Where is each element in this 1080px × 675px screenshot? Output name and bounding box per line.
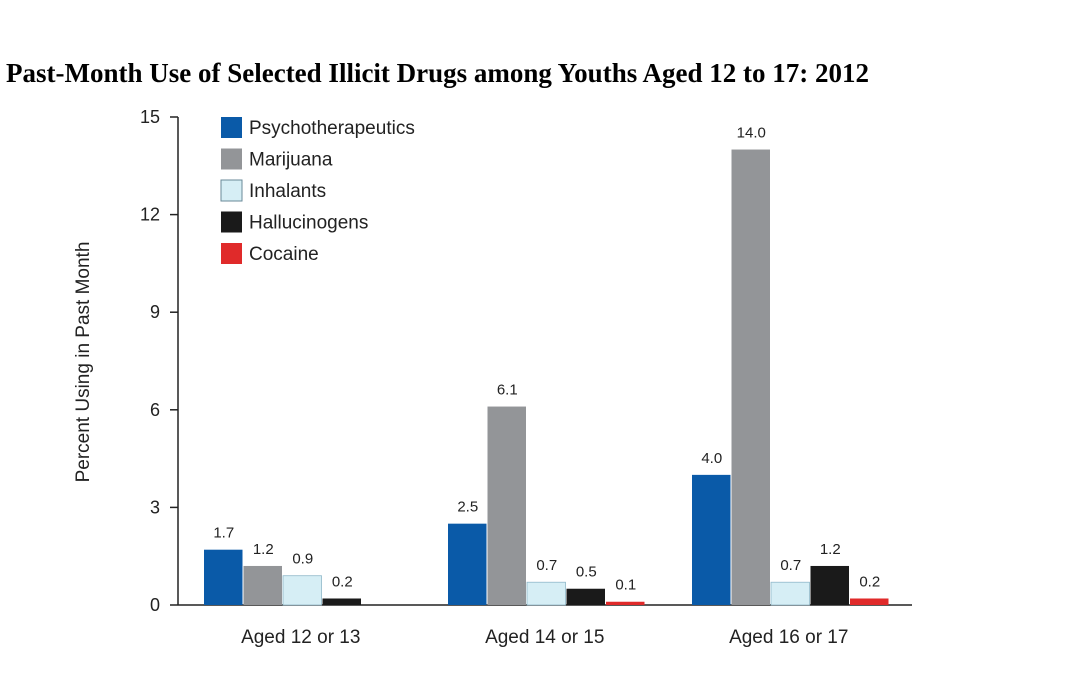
bar-cocaine-2 [606,601,645,605]
legend-swatch-cocaine [221,243,242,264]
y-axis-title: Percent Using in Past Month [73,242,94,483]
x-category-label: Aged 16 or 17 [729,627,848,648]
legend: Psychotherapeutics Marijuana Inhalants Hall… [220,117,415,265]
x-category-label: Aged 14 or 15 [485,627,604,648]
bar-inhalants-3 [770,581,810,606]
bar-hallucinogens-1 [322,598,361,605]
legend-label-psychotherapeutics: Psychotherapeutics [249,118,415,139]
bar-psychotherapeutics-2 [448,523,487,605]
legend-swatch-marijuana [221,148,242,170]
data-label: 0.1 [615,577,636,594]
y-tick-label: 12 [140,205,160,225]
data-label: 1.7 [213,525,234,542]
y-tick-label: 9 [150,302,160,322]
bar-hallucinogens-2 [566,588,605,605]
y-tick-label: 6 [150,400,160,420]
data-label: 14.0 [737,125,766,142]
data-label: 1.2 [253,541,274,558]
bar-hallucinogens-3 [810,565,849,605]
data-label: 2.5 [457,499,478,516]
y-tick-label: 15 [140,107,160,127]
data-label: 1.2 [820,541,841,558]
legend-label-cocaine: Cocaine [249,244,319,265]
data-label: 4.0 [701,450,722,467]
data-label: 0.7 [780,557,801,574]
data-label: 0.2 [332,573,353,590]
legend-label-inhalants: Inhalants [249,181,326,202]
legend-label-marijuana: Marijuana [249,150,333,171]
bar-marijuana-2 [487,406,526,605]
legend-label-hallucinogens: Hallucinogens [249,213,368,234]
bar-psychotherapeutics-1 [204,549,243,605]
bar-marijuana-3 [731,149,770,606]
bar-psychotherapeutics-3 [692,474,731,605]
bar-marijuana-1 [243,565,282,605]
y-tick-label: 0 [150,595,160,615]
data-label: 0.5 [576,564,597,581]
chart-title: Past-Month Use of Selected Illicit Drugs… [6,58,869,88]
legend-swatch-psychotherapeutics [221,117,242,138]
data-label: 0.2 [859,573,880,590]
legend-swatch-hallucinogens [221,211,242,233]
data-label: 6.1 [497,382,518,399]
y-tick-label: 3 [150,497,160,517]
bar-inhalants-1 [282,575,322,606]
bar-cocaine-3 [850,598,889,605]
bar-inhalants-2 [526,581,566,606]
bars: 1.7 1.2 0.9 0.2 2.5 6.1 0.7 0.5 0.1 4.0 14.0 0.7 1.2… [204,125,889,606]
legend-swatch-inhalants [220,179,243,202]
data-label: 0.9 [292,551,313,568]
data-label: 0.7 [536,557,557,574]
x-category-label: Aged 12 or 13 [241,627,360,648]
